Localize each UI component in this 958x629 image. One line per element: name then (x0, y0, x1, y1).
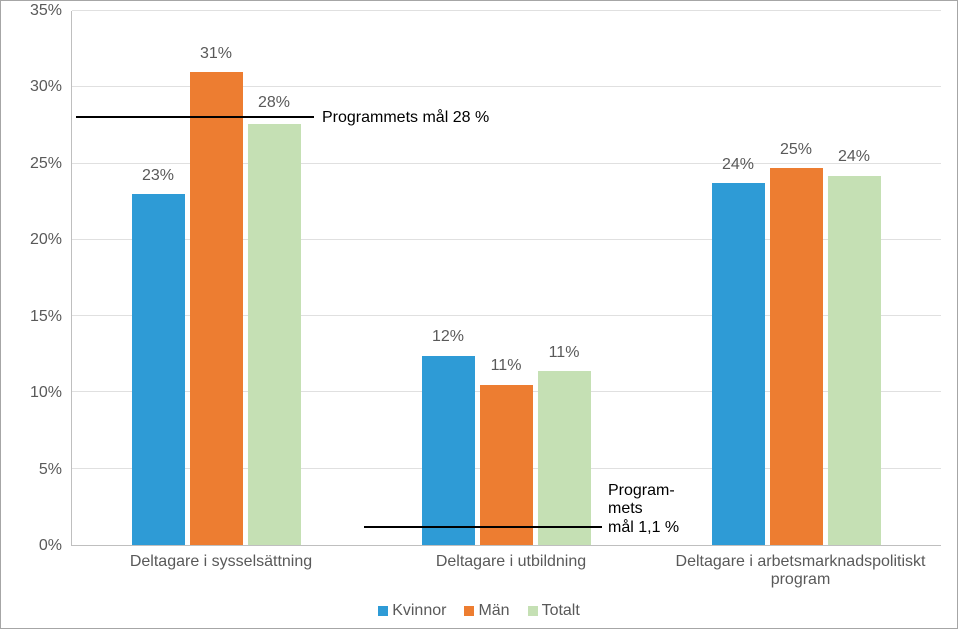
bar-label: 23% (128, 167, 188, 185)
y-tick-label: 20% (7, 231, 62, 249)
legend-item-totalt: Totalt (528, 602, 580, 620)
bar-label: 11% (476, 357, 536, 375)
bar-sys-kvinnor (132, 194, 185, 545)
x-category-label: Deltagare i arbetsmarknadspolitiskt prog… (652, 553, 949, 589)
chart-container: 23% 31% 28% 12% 11% 11% 24% 25% 24% Prog… (0, 0, 958, 629)
y-tick-label: 25% (7, 155, 62, 173)
bar-amp-man (770, 168, 823, 545)
bar-label: 11% (534, 344, 594, 362)
legend-item-kvinnor: Kvinnor (378, 602, 446, 620)
target-label-28: Programmets mål 28 % (322, 109, 489, 127)
bar-label: 28% (244, 94, 304, 112)
legend: Kvinnor Män Totalt (1, 602, 957, 620)
bar-utb-man (480, 385, 533, 545)
x-category-label: Deltagare i sysselsättning (76, 553, 366, 571)
legend-item-man: Män (464, 602, 509, 620)
y-tick-label: 10% (7, 384, 62, 402)
bar-amp-kvinnor (712, 183, 765, 545)
bar-label: 12% (418, 328, 478, 346)
y-tick-label: 5% (7, 461, 62, 479)
y-tick-label: 0% (7, 537, 62, 555)
plot-area: 23% 31% 28% 12% 11% 11% 24% 25% 24% Prog… (71, 11, 941, 546)
bar-label: 31% (186, 45, 246, 63)
bar-amp-totalt (828, 176, 881, 545)
bar-label: 24% (824, 148, 884, 166)
legend-swatch (528, 606, 538, 616)
legend-label: Kvinnor (392, 602, 446, 620)
bar-label: 25% (766, 141, 826, 159)
bar-label: 24% (708, 156, 768, 174)
bar-sys-man (190, 72, 243, 545)
legend-swatch (464, 606, 474, 616)
y-tick-label: 15% (7, 308, 62, 326)
legend-label: Män (478, 602, 509, 620)
bar-sys-totalt (248, 124, 301, 545)
bar-utb-totalt (538, 371, 591, 545)
target-line-11 (364, 526, 602, 528)
legend-label: Totalt (542, 602, 580, 620)
x-category-label: Deltagare i utbildning (366, 553, 656, 571)
target-line-28 (76, 116, 314, 118)
legend-swatch (378, 606, 388, 616)
bar-utb-kvinnor (422, 356, 475, 545)
y-tick-label: 30% (7, 78, 62, 96)
target-label-11: Program- mets mål 1,1 % (608, 482, 679, 537)
y-tick-label: 35% (7, 2, 62, 20)
gridline (72, 10, 941, 11)
